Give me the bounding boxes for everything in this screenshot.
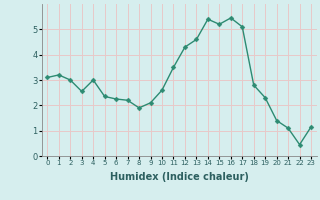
- X-axis label: Humidex (Indice chaleur): Humidex (Indice chaleur): [110, 172, 249, 182]
